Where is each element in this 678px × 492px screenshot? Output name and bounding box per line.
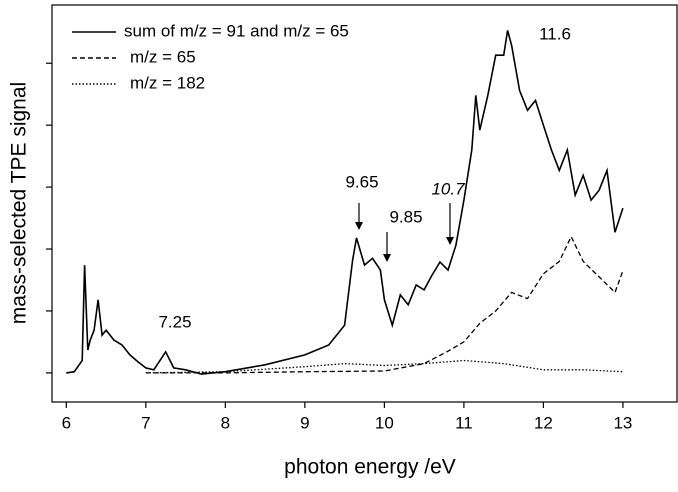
annotation-arrowhead	[355, 222, 363, 230]
annotation-arrowhead	[383, 254, 391, 262]
x-tick-label: 7	[141, 413, 150, 432]
annotation: 11.6	[539, 24, 571, 43]
x-tick-label: 11	[455, 413, 473, 432]
annotation: 10.7	[431, 179, 465, 198]
series-line	[145, 235, 624, 374]
x-tick-label: 6	[62, 413, 71, 432]
x-tick-label: 10	[375, 413, 394, 432]
annotation: 7.25	[158, 312, 191, 331]
legend-label: m/z = 65	[130, 47, 196, 66]
plot-frame	[51, 4, 678, 403]
legend-label: m/z = 182	[130, 73, 205, 92]
x-tick-label: 13	[613, 413, 632, 432]
series-line	[145, 359, 623, 374]
x-axis-label: photon energy /eV	[284, 456, 456, 479]
x-tick-label: 8	[221, 413, 230, 432]
annotation: 9.85	[389, 207, 422, 226]
series-line	[66, 30, 624, 375]
x-tick-label: 12	[534, 413, 553, 432]
y-axis-label: mass-selected TPE signal	[8, 82, 31, 324]
annotation-arrowhead	[446, 237, 454, 245]
x-tick-label: 9	[300, 413, 309, 432]
legend-label: sum of m/z = 91 and m/z = 65	[124, 21, 349, 40]
annotation: 9.65	[345, 172, 378, 191]
